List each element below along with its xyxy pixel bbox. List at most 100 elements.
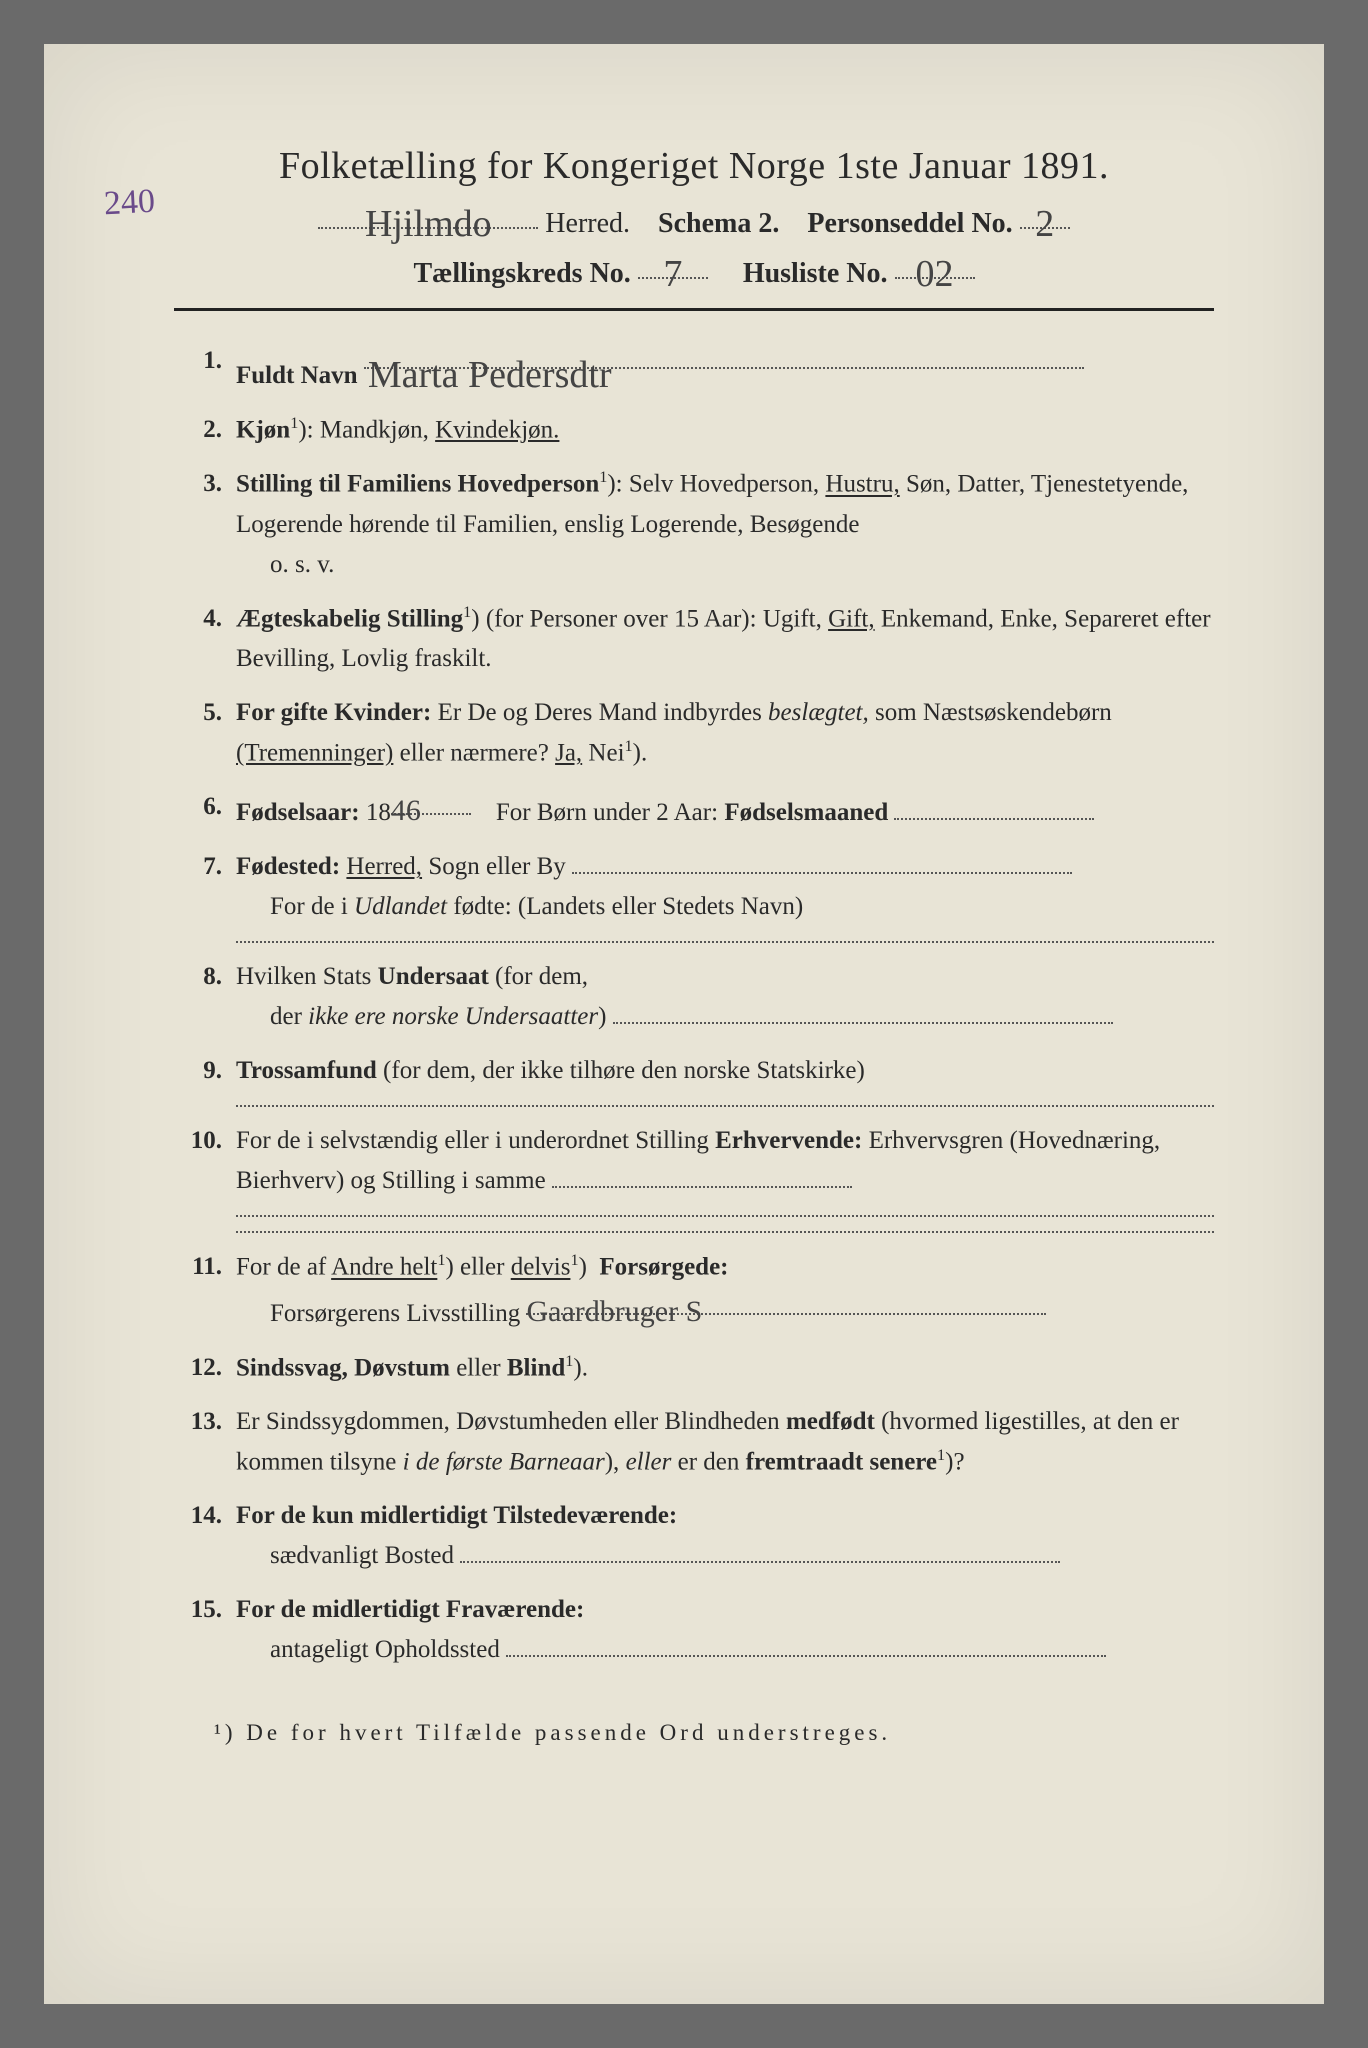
q15: For de midlertidigt Fraværende: antageli… [174, 1590, 1214, 1670]
header-block: 240 Folketælling for Kongeriget Norge 1s… [174, 144, 1214, 290]
q7-selected: Herred, [346, 853, 422, 880]
q7-t1: Sogn eller By [428, 853, 566, 880]
q13-em: i de første Barneaar [403, 1448, 605, 1475]
q12-label: Sindssvag, Døvstum [236, 1354, 450, 1381]
q5-label: For gifte Kvinder: [236, 699, 431, 726]
q7-sub: For de i [270, 893, 354, 920]
q13-t1: Er Sindssygdommen, Døvstumheden eller Bl… [236, 1408, 786, 1435]
q7-dotline [236, 941, 1214, 943]
q6: Fødselsaar: 1846 For Børn under 2 Aar: F… [174, 787, 1214, 833]
q1-label: Fuldt Navn [236, 362, 358, 389]
q3-selected: Hustru, [825, 471, 899, 498]
husliste-label: Husliste No. [743, 258, 888, 289]
q8-sub2: ) [598, 1003, 606, 1030]
q15-label: For de midlertidigt Fraværende: [236, 1596, 584, 1623]
q11-t1: For de af [236, 1254, 331, 1281]
q7-label: Fødested: [236, 853, 340, 880]
q4-paren: (for Personer over 15 Aar): [486, 605, 763, 632]
herred-label: Herred. [545, 208, 630, 239]
q5-t1: Er De og Deres Mand indbyrdes [438, 699, 768, 726]
q6-label: Fødselsaar: [236, 799, 360, 826]
q9-text: (for dem, der ikke tilhøre den norske St… [383, 1057, 865, 1084]
q3-t3: o. s. v. [236, 545, 1214, 585]
q9-dotline [236, 1105, 1214, 1107]
q6-year: 46 [391, 794, 421, 827]
census-form-page: 240 Folketælling for Kongeriget Norge 1s… [44, 44, 1324, 2004]
divider [174, 308, 1214, 311]
q5-t3: eller nærmere? [400, 739, 555, 766]
q7: Fødested: Herred, Sogn eller By For de i… [174, 847, 1214, 943]
q11-t2: eller [460, 1254, 511, 1281]
q8-t2: (for dem, [495, 963, 588, 990]
q10: For de i selvstændig eller i underordnet… [174, 1121, 1214, 1233]
q10-dotline2 [236, 1231, 1214, 1233]
q8-em: ikke ere norske Undersaatter [308, 1003, 598, 1030]
q15-blank [506, 1632, 1106, 1657]
q11-u2: delvis [511, 1254, 571, 1281]
q5-selected: Ja, [555, 739, 582, 766]
q15-sub: antageligt Opholdssted [270, 1636, 500, 1663]
q6-t2: For Børn under 2 Aar: [496, 799, 724, 826]
q11-subwrap: Forsørgerens Livsstilling Gaardbruger S [236, 1288, 1214, 1334]
q8-label: Undersaat [378, 963, 489, 990]
husliste-value: 02 [912, 253, 958, 295]
field-list: Fuldt Navn Marta Pedersdtr Kjøn1): Mandk… [174, 341, 1214, 1670]
q4: Ægteskabelig Stilling1) (for Personer ov… [174, 599, 1214, 679]
q11-value: Gaardbruger S [526, 1295, 702, 1328]
q6-blank [894, 795, 1094, 820]
footnote: ¹) De for hvert Tilfælde passende Ord un… [174, 1720, 1214, 1746]
header-line-2: Hjilmdo Herred. Schema 2. Personseddel N… [174, 198, 1214, 240]
q13-t4: er den [678, 1448, 746, 1475]
q13-b2: fremtraadt senere [746, 1448, 937, 1475]
q10-label: Erhvervende: [715, 1127, 862, 1154]
q2-selected: Kvindekjøn. [435, 416, 559, 443]
q14-label: For de kun midlertidigt Tilstedeværende: [236, 1502, 677, 1529]
q6-yearpre: 18 [366, 799, 391, 826]
herred-value: Hjilmdo [361, 203, 496, 245]
margin-number: 240 [103, 183, 156, 224]
q2-label: Kjøn [236, 416, 290, 443]
q1: Fuldt Navn Marta Pedersdtr [174, 341, 1214, 396]
q4-t1: Ugift, [763, 605, 828, 632]
q2: Kjøn1): Mandkjøn, Kvindekjøn. [174, 410, 1214, 450]
q11-u1: Andre helt [331, 1254, 437, 1281]
q3-t1: Selv Hovedperson, [629, 471, 826, 498]
q13-b1: medfødt [786, 1408, 875, 1435]
q8: Hvilken Stats Undersaat (for dem, der ik… [174, 957, 1214, 1037]
q4-label: Ægteskabelig Stilling [236, 605, 463, 632]
q7-subwrap: For de i Udlandet fødte: (Landets eller … [236, 887, 1214, 927]
q6-label2: Fødselsmaaned [724, 799, 888, 826]
q10-blank1 [552, 1163, 852, 1188]
q11-label: Forsørgede: [599, 1254, 728, 1281]
q11-sub: Forsørgerens Livsstilling [270, 1300, 520, 1327]
q13-t3: ), [605, 1448, 626, 1475]
q2-opt: Mandkjøn, [320, 416, 435, 443]
schema-label: Schema 2. [658, 208, 779, 239]
q11: For de af Andre helt1) eller delvis1) Fo… [174, 1247, 1214, 1333]
q4-selected: Gift, [828, 605, 875, 632]
kreds-value: 7 [659, 253, 686, 295]
q8-t1: Hvilken Stats [236, 963, 378, 990]
q10-dotline1 [236, 1215, 1214, 1217]
q5-t4: Nei [588, 739, 624, 766]
q3: Stilling til Familiens Hovedperson1): Se… [174, 464, 1214, 584]
header-line-3: Tællingskreds No. 7 Husliste No. 02 [174, 248, 1214, 290]
q14-subwrap: sædvanligt Bosted [236, 1536, 1214, 1576]
personseddel-value: 2 [1031, 203, 1058, 245]
q15-subwrap: antageligt Opholdssted [236, 1630, 1214, 1670]
q7-blank [572, 849, 1072, 874]
q13-em2: eller [626, 1448, 672, 1475]
kreds-label: Tællingskreds No. [413, 258, 630, 289]
q12: Sindssvag, Døvstum eller Blind1). [174, 1348, 1214, 1388]
q7-sub2: fødte: (Landets eller Stedets Navn) [453, 893, 803, 920]
q14: For de kun midlertidigt Tilstedeværende:… [174, 1496, 1214, 1576]
q9-label: Trossamfund [236, 1057, 377, 1084]
q8-sub: der [270, 1003, 308, 1030]
q1-value: Marta Pedersdtr [364, 354, 616, 396]
q14-blank [460, 1538, 1060, 1563]
q5: For gifte Kvinder: Er De og Deres Mand i… [174, 693, 1214, 773]
q9: Trossamfund (for dem, der ikke tilhøre d… [174, 1051, 1214, 1107]
q5-paren: (Tremenninger) [236, 739, 393, 766]
q12-label2: Blind [507, 1354, 565, 1381]
personseddel-label: Personseddel No. [807, 208, 1012, 239]
